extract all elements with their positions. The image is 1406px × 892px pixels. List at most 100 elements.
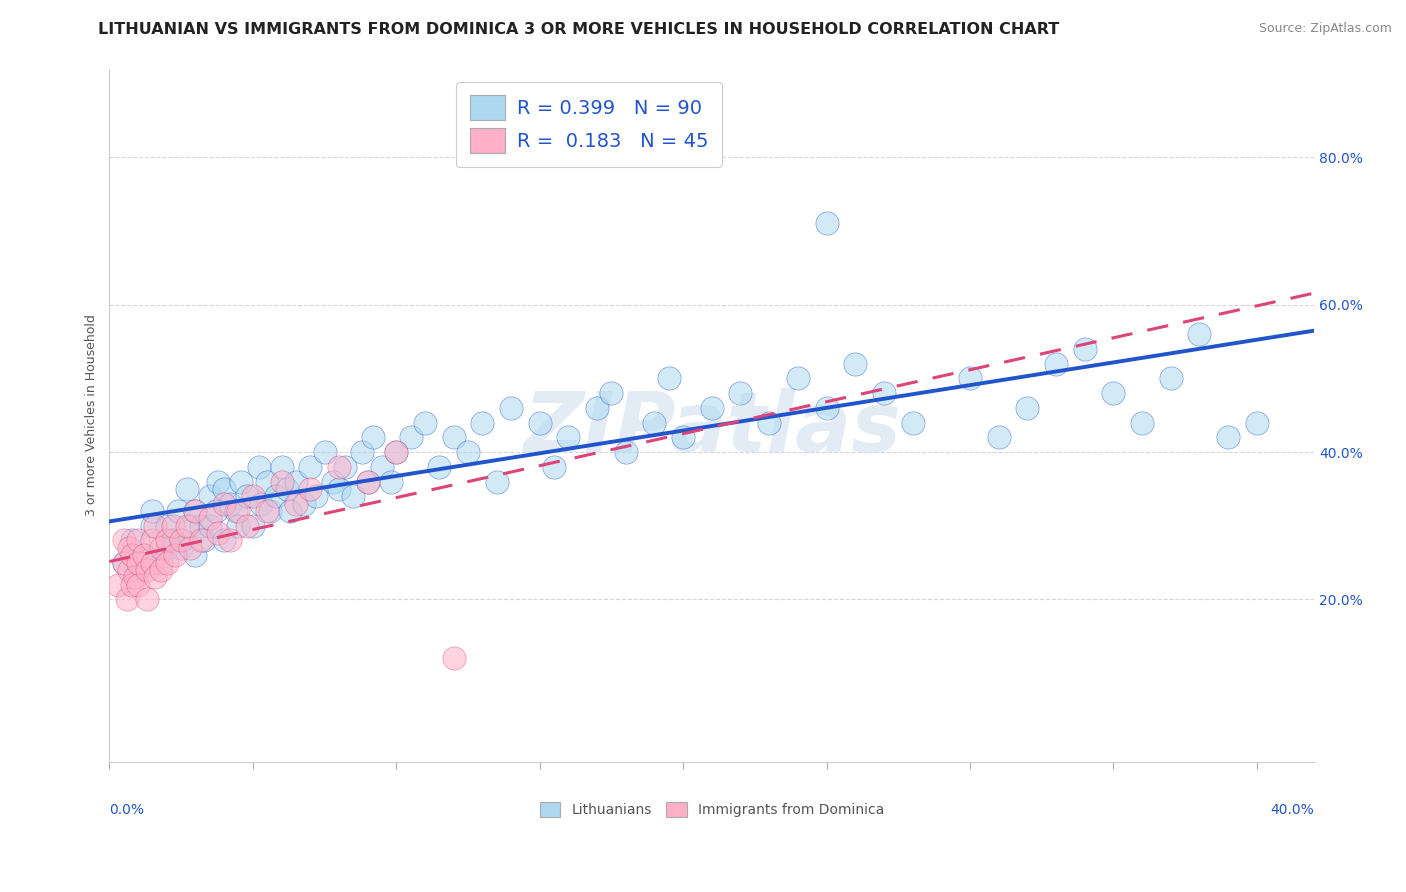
Point [135, 592, 157, 607]
Point [1045, 357, 1067, 371]
Y-axis label: 3 or more Vehicles in Household: 3 or more Vehicles in Household [86, 314, 98, 516]
Point [219, 497, 242, 511]
Point [328, 459, 350, 474]
Point [170, 533, 193, 548]
Point [112, 533, 135, 548]
Point [1188, 326, 1211, 341]
Point [1216, 430, 1239, 444]
Point [385, 445, 408, 459]
Point [643, 416, 665, 430]
Point [141, 504, 163, 518]
Point [176, 482, 198, 496]
Point [121, 578, 143, 592]
Point [225, 504, 247, 518]
Point [132, 548, 155, 562]
Point [179, 541, 201, 555]
Point [333, 459, 356, 474]
Point [121, 548, 143, 562]
Point [118, 541, 141, 555]
Point [600, 386, 623, 401]
Point [143, 518, 166, 533]
Point [1246, 416, 1268, 430]
Point [385, 445, 408, 459]
Point [305, 489, 328, 503]
Point [270, 459, 292, 474]
Point [124, 570, 146, 584]
Point [371, 459, 394, 474]
Point [179, 518, 201, 533]
Point [427, 459, 450, 474]
Point [457, 445, 479, 459]
Point [284, 497, 307, 511]
Point [193, 533, 215, 548]
Point [167, 504, 190, 518]
Point [150, 541, 173, 555]
Point [485, 475, 508, 489]
Point [127, 533, 149, 548]
Point [342, 489, 364, 503]
Point [198, 518, 221, 533]
Point [356, 475, 378, 489]
Point [107, 578, 129, 592]
Point [242, 489, 264, 503]
Point [150, 563, 173, 577]
Point [443, 430, 465, 444]
Point [873, 386, 896, 401]
Point [499, 401, 522, 415]
Point [207, 526, 229, 541]
Point [170, 541, 193, 555]
Point [658, 371, 681, 385]
Point [987, 430, 1010, 444]
Point [529, 416, 551, 430]
Point [212, 533, 235, 548]
Point [1130, 416, 1153, 430]
Point [844, 357, 866, 371]
Point [141, 533, 163, 548]
Point [270, 475, 292, 489]
Point [150, 556, 173, 570]
Point [121, 533, 143, 548]
Point [228, 518, 250, 533]
Point [758, 416, 780, 430]
Point [184, 504, 207, 518]
Point [198, 489, 221, 503]
Point [363, 430, 385, 444]
Point [543, 459, 565, 474]
Point [259, 504, 281, 518]
Point [314, 445, 336, 459]
Point [162, 533, 184, 548]
Point [165, 548, 187, 562]
Point [294, 497, 316, 511]
Point [156, 533, 179, 548]
Point [1017, 401, 1039, 415]
Point [141, 556, 163, 570]
Point [700, 401, 723, 415]
Point [256, 475, 278, 489]
Legend: Lithuanians, Immigrants from Dominica: Lithuanians, Immigrants from Dominica [533, 796, 891, 824]
Point [1102, 386, 1125, 401]
Point [115, 592, 138, 607]
Point [127, 578, 149, 592]
Point [328, 482, 350, 496]
Point [730, 386, 752, 401]
Point [184, 504, 207, 518]
Point [156, 518, 179, 533]
Point [184, 548, 207, 562]
Point [901, 416, 924, 430]
Point [299, 482, 322, 496]
Point [356, 475, 378, 489]
Point [815, 401, 838, 415]
Point [586, 401, 609, 415]
Point [219, 533, 242, 548]
Point [413, 416, 436, 430]
Point [212, 497, 235, 511]
Point [212, 482, 235, 496]
Point [443, 651, 465, 665]
Point [471, 416, 494, 430]
Point [672, 430, 695, 444]
Point [143, 570, 166, 584]
Point [156, 541, 179, 555]
Point [156, 556, 179, 570]
Point [299, 459, 322, 474]
Point [176, 518, 198, 533]
